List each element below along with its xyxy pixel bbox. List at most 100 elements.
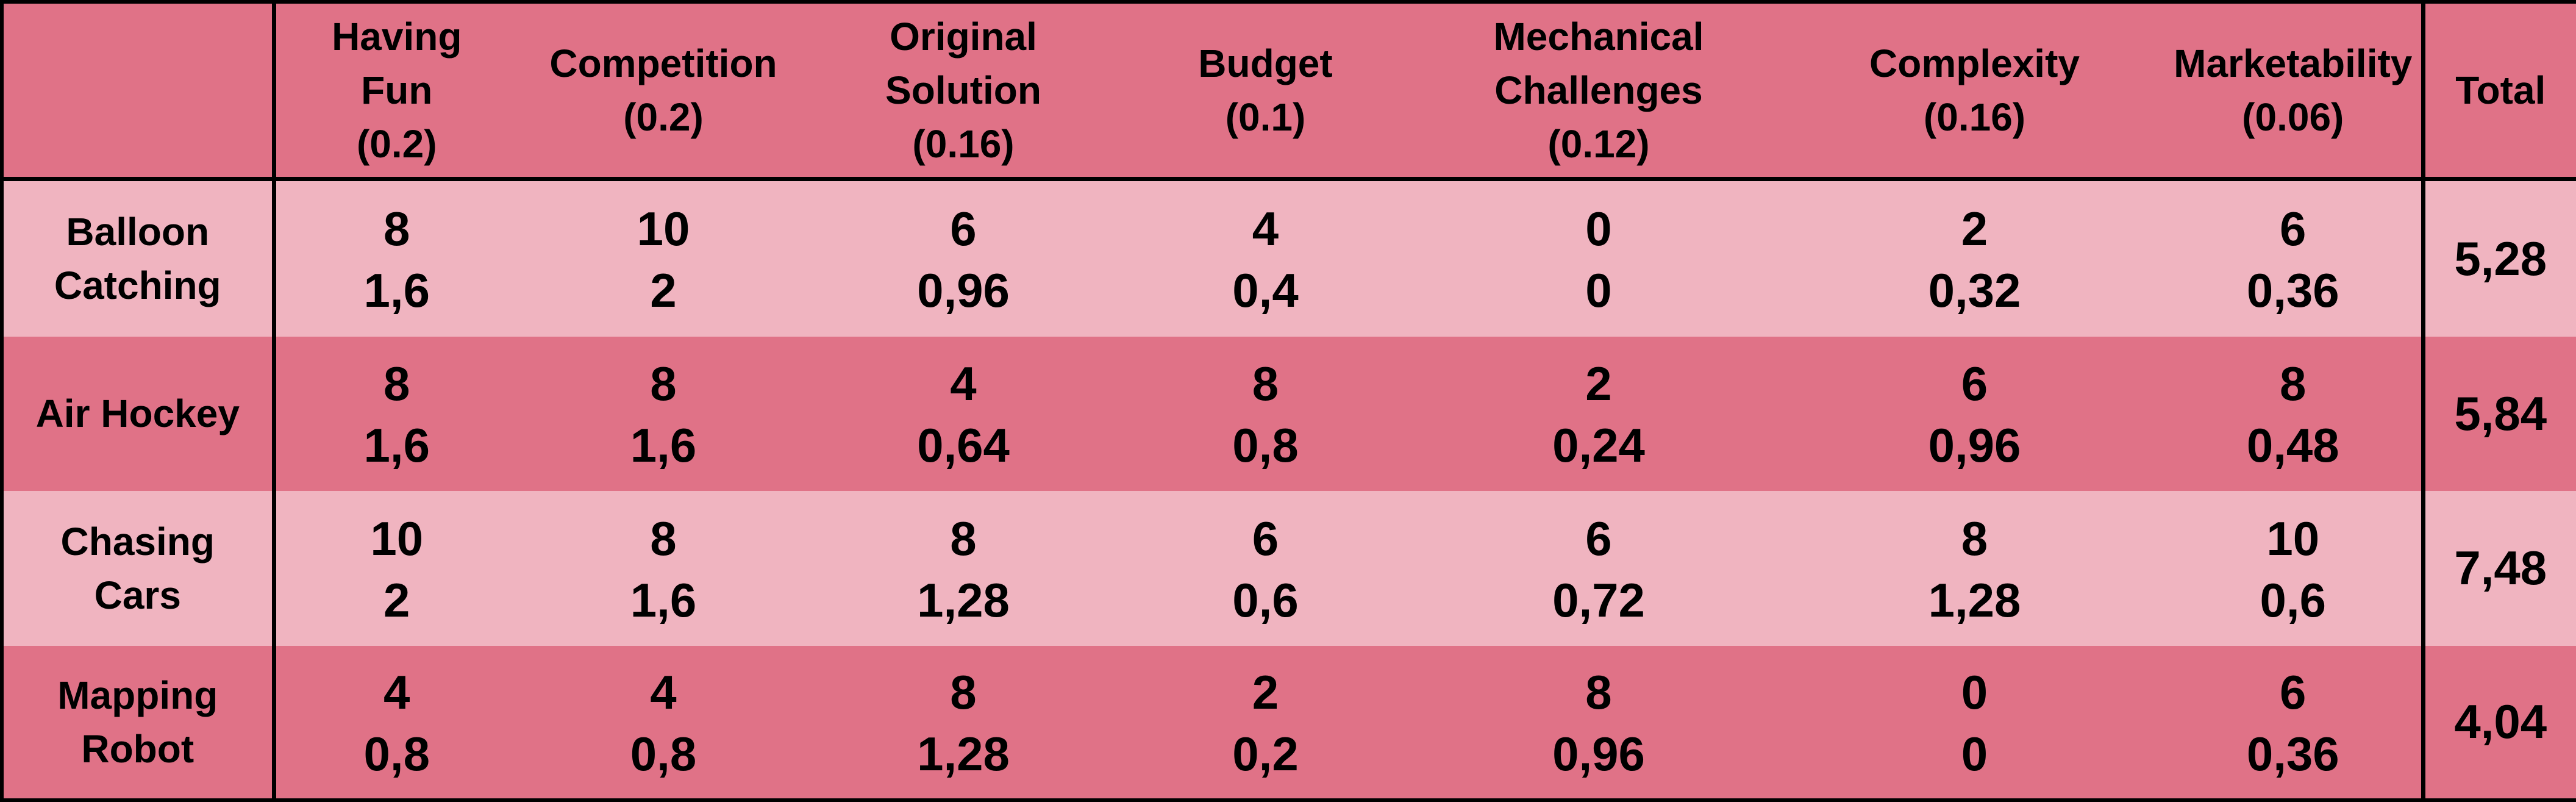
option-row: Air Hockey 8 1,6 8 1,6 4 0,64 8 0,8 2 0,24 6 0,96 8 0,… — [0, 337, 2576, 491]
weighted-score: 0,6 — [2260, 573, 2326, 627]
score-cell: 4 0,8 — [274, 645, 518, 802]
raw-score: 2 — [1961, 202, 1988, 256]
criterion-header-line: (0.2) — [623, 95, 704, 139]
raw-score: 8 — [650, 511, 677, 565]
weighted-score: 0,8 — [1232, 418, 1299, 473]
weighted-score: 0,64 — [917, 418, 1010, 473]
option-label-line: Robot — [81, 726, 194, 771]
weighted-score: 1,6 — [630, 573, 697, 627]
criterion-header-line: Fun — [361, 68, 433, 112]
total-score: 7,48 — [2423, 490, 2576, 646]
raw-score: 4 — [650, 665, 677, 719]
criterion-header-line: (0.16) — [912, 121, 1015, 166]
criterion-header-line: (0.2) — [356, 121, 437, 166]
raw-score: 8 — [1252, 357, 1279, 411]
criterion-header-line: (0.06) — [2242, 95, 2344, 139]
score-cell: 8 1,6 — [274, 337, 518, 491]
score-cell: 4 0,4 — [1118, 179, 1413, 337]
weighted-score: 0,48 — [2246, 418, 2339, 473]
criterion-header-line: (0.16) — [1923, 95, 2026, 139]
criterion-header-line: (0.12) — [1547, 121, 1650, 166]
total-score: 5,28 — [2423, 179, 2576, 337]
total-score: 5,84 — [2423, 337, 2576, 491]
raw-score: 10 — [637, 202, 690, 256]
option-row: Mapping Robot 4 0,8 4 0,8 8 1,28 2 0,2 8 0,96 0 0 6 0,3… — [0, 645, 2576, 802]
raw-score: 4 — [950, 357, 977, 411]
raw-score: 4 — [1252, 202, 1279, 256]
raw-score: 10 — [2266, 511, 2320, 565]
score-cell: 8 0,8 — [1118, 337, 1413, 491]
score-cell: 8 1,6 — [518, 337, 809, 491]
criterion-header: Original Solution (0.16) — [809, 0, 1118, 181]
criterion-header: Budget (0.1) — [1118, 0, 1413, 181]
score-cell: 10 0,6 — [2165, 490, 2425, 646]
raw-score: 6 — [1961, 357, 1988, 411]
weighted-score: 0,72 — [1552, 573, 1645, 627]
criterion-header: Complexity (0.16) — [1784, 0, 2165, 181]
criterion-header: Marketability (0.06) — [2165, 0, 2425, 181]
raw-score: 8 — [950, 511, 977, 565]
score-cell: 4 0,64 — [809, 337, 1118, 491]
raw-score: 8 — [950, 665, 977, 719]
weighted-score: 0 — [1585, 263, 1612, 318]
option-label: Chasing Cars — [0, 490, 276, 646]
criterion-header-line: Mechanical — [1493, 14, 1704, 59]
raw-score: 0 — [1961, 665, 1988, 719]
criterion-header-line: Marketability — [2174, 41, 2413, 85]
score-cell: 6 0,96 — [809, 179, 1118, 337]
option-label: Balloon Catching — [0, 179, 276, 337]
weighted-score: 0,96 — [1928, 418, 2021, 473]
criterion-header-line: Having — [332, 14, 462, 59]
score-cell: 10 2 — [518, 179, 809, 337]
criterion-header-line: Challenges — [1494, 68, 1703, 112]
weighted-score: 1,28 — [917, 726, 1010, 781]
criterion-header-line: Complexity — [1869, 41, 2080, 85]
raw-score: 0 — [1585, 202, 1612, 256]
score-cell: 6 0,36 — [2165, 179, 2425, 337]
raw-score: 6 — [950, 202, 977, 256]
score-cell: 8 1,28 — [809, 645, 1118, 802]
option-label: Mapping Robot — [0, 645, 276, 802]
raw-score: 2 — [1585, 357, 1612, 411]
criterion-header-line: (0.1) — [1225, 95, 1306, 139]
score-cell: 8 0,48 — [2165, 337, 2425, 491]
weighted-score: 0,32 — [1928, 263, 2021, 318]
raw-score: 6 — [1585, 511, 1612, 565]
criterion-header-line: Budget — [1198, 41, 1333, 85]
weighted-score: 0,2 — [1232, 726, 1299, 781]
weighted-score: 1,28 — [1928, 573, 2021, 627]
score-cell: 6 0,72 — [1413, 490, 1784, 646]
weighted-score: 0 — [1961, 726, 1988, 781]
total-header: Total — [2423, 0, 2576, 181]
option-label-line: Balloon — [66, 210, 210, 254]
weighted-score: 0,4 — [1232, 263, 1299, 318]
header-row: Having Fun (0.2) Competition (0.2) Original… — [0, 0, 2576, 181]
criterion-header-line: Original — [890, 14, 1037, 59]
weighted-score: 0,36 — [2246, 263, 2339, 318]
option-label-line: Mapping — [57, 673, 218, 717]
score-cell: 2 0,32 — [1784, 179, 2165, 337]
weighted-score: 1,6 — [630, 418, 697, 473]
weighted-score: 1,6 — [363, 418, 430, 473]
weighted-score: 2 — [384, 573, 410, 627]
option-label-line: Catching — [54, 263, 221, 308]
raw-score: 8 — [650, 357, 677, 411]
score-cell: 4 0,8 — [518, 645, 809, 802]
weighted-score: 1,28 — [917, 573, 1010, 627]
score-cell: 8 1,28 — [1784, 490, 2165, 646]
score-cell: 6 0,6 — [1118, 490, 1413, 646]
raw-score: 8 — [1585, 665, 1612, 719]
weighted-score: 0,96 — [917, 263, 1010, 318]
raw-score: 6 — [2280, 665, 2307, 719]
score-cell: 8 1,6 — [518, 490, 809, 646]
weighted-score: 0,36 — [2246, 726, 2339, 781]
option-label-line: Chasing — [60, 519, 215, 564]
option-label: Air Hockey — [0, 337, 276, 491]
weighted-score: 2 — [650, 263, 677, 318]
criterion-header-line: Solution — [885, 68, 1041, 112]
weighted-score: 0,8 — [630, 726, 697, 781]
criterion-header: Competition (0.2) — [518, 0, 809, 181]
